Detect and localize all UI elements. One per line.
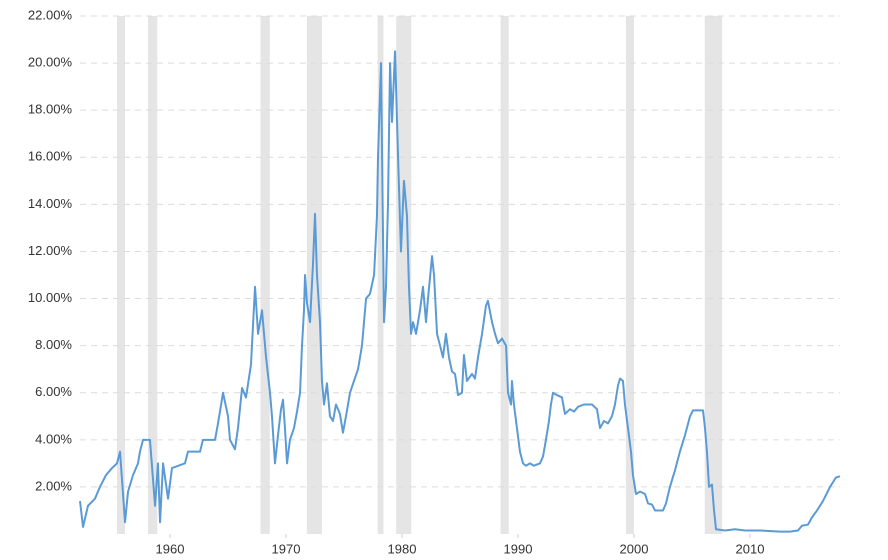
y-tick-label: 14.00% (28, 196, 73, 211)
y-tick-label: 16.00% (28, 149, 73, 164)
recession-band (260, 16, 270, 534)
y-tick-label: 2.00% (35, 478, 72, 493)
x-tick-label: 1960 (156, 541, 185, 556)
y-tick-label: 4.00% (35, 431, 72, 446)
y-tick-label: 12.00% (28, 243, 73, 258)
x-tick-label: 1970 (272, 541, 301, 556)
y-tick-label: 8.00% (35, 337, 72, 352)
x-tick-label: 1980 (388, 541, 417, 556)
x-tick-label: 2000 (620, 541, 649, 556)
y-tick-label: 6.00% (35, 384, 72, 399)
y-tick-label: 22.00% (28, 7, 73, 22)
y-tick-label: 10.00% (28, 290, 73, 305)
recession-band (625, 16, 634, 534)
recession-band (117, 16, 126, 534)
y-tick-label: 20.00% (28, 55, 73, 70)
rate-line (79, 50, 841, 533)
recession-band (147, 16, 158, 534)
x-tick-label: 2010 (736, 541, 765, 556)
recession-band (306, 16, 322, 534)
x-tick-label: 1990 (504, 541, 533, 556)
recession-band (500, 16, 509, 534)
recession-band (396, 16, 412, 534)
recession-band (704, 16, 723, 534)
y-tick-label: 18.00% (28, 102, 73, 117)
recession-band (377, 16, 384, 534)
